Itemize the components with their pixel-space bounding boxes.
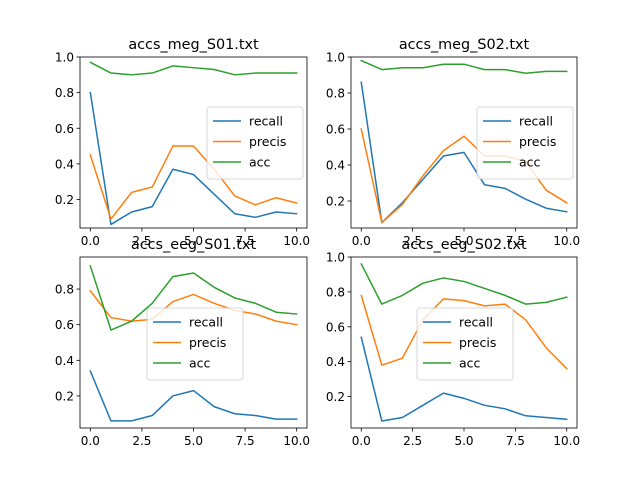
legend: recall precis acc bbox=[146, 307, 244, 381]
x-tick-label: 7.5 bbox=[236, 234, 255, 248]
series-line-acc bbox=[89, 264, 298, 331]
x-tick-label: 0.0 bbox=[352, 234, 371, 248]
y-tick-label: 0.2 bbox=[55, 389, 74, 403]
x-tick-label: 5.0 bbox=[184, 434, 203, 448]
series-line-recall bbox=[360, 336, 568, 422]
x-tick-label: 0.0 bbox=[352, 434, 371, 448]
y-tick-label: 1.0 bbox=[55, 51, 74, 65]
legend-box bbox=[476, 106, 574, 180]
legend-label-precis: precis bbox=[519, 134, 556, 149]
x-tick-label: 0.0 bbox=[81, 234, 100, 248]
y-tick-label: 0.8 bbox=[55, 283, 74, 297]
series-line-precis bbox=[89, 145, 298, 220]
legend-label-acc: acc bbox=[519, 155, 541, 170]
legend-label-recall: recall bbox=[459, 315, 493, 330]
y-tick-label: 0.4 bbox=[326, 159, 345, 173]
y-tick-label: 0.2 bbox=[326, 390, 345, 404]
y-tick-label: 0.4 bbox=[55, 157, 74, 171]
legend-box bbox=[206, 106, 304, 180]
y-tick-label: 0.4 bbox=[326, 355, 345, 369]
x-tick-label: 7.5 bbox=[506, 434, 525, 448]
legend-label-precis: precis bbox=[189, 335, 226, 350]
y-tick-label: 0.6 bbox=[55, 122, 74, 136]
y-tick-label: 1.0 bbox=[326, 51, 345, 65]
chart-title: accs_eeg_S01.txt bbox=[131, 237, 257, 253]
y-tick-label: 1.0 bbox=[326, 251, 345, 265]
y-tick-label: 0.2 bbox=[326, 195, 345, 209]
chart-title: accs_eeg_S02.txt bbox=[401, 237, 527, 253]
y-tick-label: 0.8 bbox=[326, 87, 345, 101]
legend-box bbox=[416, 307, 514, 381]
series-line-precis bbox=[89, 289, 298, 326]
chart-title: accs_meg_S01.txt bbox=[128, 37, 259, 53]
y-tick-label: 0.6 bbox=[55, 318, 74, 332]
legend-label-acc: acc bbox=[189, 356, 211, 371]
subplot-2: accs_eeg_S01.txt 0.0 2.5 5.0 7.5 10.0 0.2 0.4 0.… bbox=[55, 237, 310, 448]
x-tick-label: 5.0 bbox=[454, 234, 473, 248]
legend-label-recall: recall bbox=[249, 114, 283, 129]
legend: recall precis acc bbox=[206, 106, 304, 180]
x-tick-label: 5.0 bbox=[454, 434, 473, 448]
legend-label-recall: recall bbox=[519, 114, 553, 129]
series-line-recall bbox=[360, 81, 568, 224]
subplot-1: accs_meg_S02.txt 0.0 2.5 5.0 7.5 10.0 0.2 0.4 0.… bbox=[326, 37, 580, 248]
x-tick-label: 7.5 bbox=[506, 234, 525, 248]
legend-box bbox=[146, 307, 244, 381]
subplot-3: accs_eeg_S02.txt 0.0 2.5 5.0 7.5 10.0 0.2 0.4 0.… bbox=[326, 237, 580, 448]
series-line-acc bbox=[360, 59, 568, 74]
x-tick-label: 10.0 bbox=[553, 234, 580, 248]
x-tick-label: 2.5 bbox=[132, 234, 151, 248]
x-tick-label: 5.0 bbox=[184, 234, 203, 248]
x-tick-label: 10.0 bbox=[553, 434, 580, 448]
y-tick-label: 0.2 bbox=[55, 193, 74, 207]
series-line-precis bbox=[360, 294, 568, 370]
y-tick-label: 0.6 bbox=[326, 320, 345, 334]
legend-label-precis: precis bbox=[459, 335, 496, 350]
y-tick-label: 0.4 bbox=[55, 354, 74, 368]
legend: recall precis acc bbox=[476, 106, 574, 180]
legend-label-acc: acc bbox=[249, 155, 271, 170]
legend-label-acc: acc bbox=[459, 356, 481, 371]
y-tick-label: 0.8 bbox=[55, 86, 74, 100]
legend-label-precis: precis bbox=[249, 134, 286, 149]
series-line-recall bbox=[89, 91, 298, 226]
series-line-acc bbox=[360, 262, 568, 305]
series-line-acc bbox=[89, 61, 298, 76]
x-tick-label: 10.0 bbox=[283, 434, 310, 448]
legend: recall precis acc bbox=[416, 307, 514, 381]
legend-label-recall: recall bbox=[189, 315, 223, 330]
y-tick-label: 0.8 bbox=[326, 285, 345, 299]
x-tick-label: 0.0 bbox=[81, 434, 100, 448]
subplot-0: accs_meg_S01.txt 0.0 2.5 5.0 7.5 10.0 0.2 0.4 0.… bbox=[55, 37, 310, 248]
x-tick-label: 7.5 bbox=[236, 434, 255, 448]
x-tick-label: 2.5 bbox=[403, 234, 422, 248]
x-tick-label: 2.5 bbox=[132, 434, 151, 448]
chart-title: accs_meg_S02.txt bbox=[399, 37, 530, 53]
x-tick-label: 2.5 bbox=[403, 434, 422, 448]
y-tick-label: 0.6 bbox=[326, 123, 345, 137]
series-line-recall bbox=[89, 370, 298, 422]
x-tick-label: 10.0 bbox=[283, 234, 310, 248]
